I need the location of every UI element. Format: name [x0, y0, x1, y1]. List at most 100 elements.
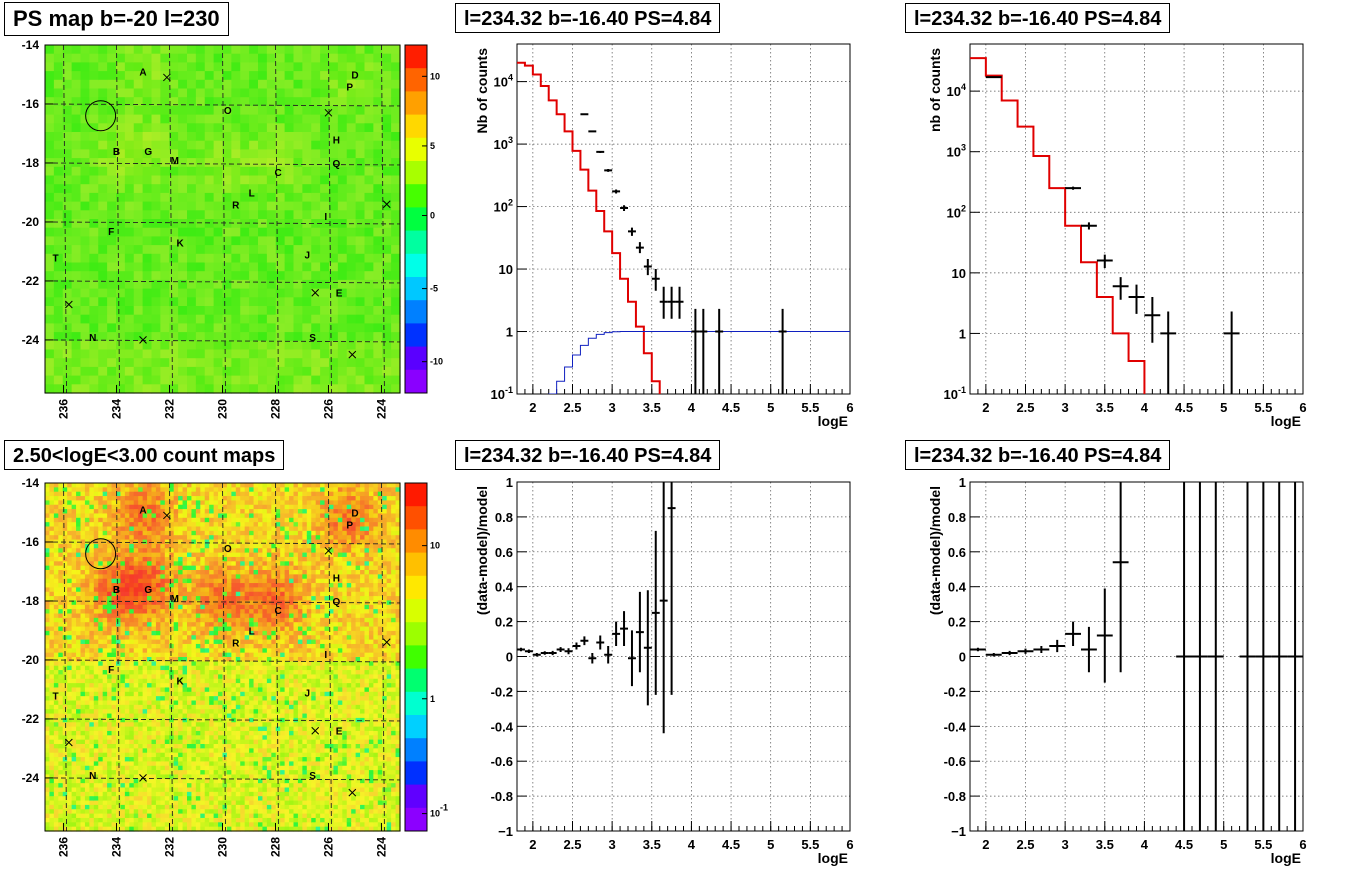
x-tick-label: 5 [767, 400, 774, 415]
data-point [985, 76, 1002, 79]
map-y-tick-label: -14 [22, 476, 40, 490]
source-label: H [333, 573, 340, 584]
residual-point [643, 590, 652, 706]
source-label: C [275, 606, 282, 617]
colorbar-cell [405, 300, 427, 324]
ps-map-title: PS map b=-20 l=230 [4, 2, 229, 36]
source-cross [139, 774, 147, 782]
residual-point [612, 621, 621, 647]
x-tick-label: 5.5 [1254, 837, 1272, 852]
map-y-tick-label: -24 [22, 333, 40, 347]
residual-point [1033, 646, 1050, 654]
data-point [651, 269, 660, 291]
source-label: J [304, 688, 310, 699]
colorbar-cell [405, 552, 427, 577]
colorbar-cell [405, 483, 427, 507]
residual-point [604, 646, 613, 664]
source-label: D [351, 508, 358, 519]
colorbar-tick-label: 10 [430, 541, 440, 551]
residual-point [532, 653, 541, 657]
colorbar-cell [405, 277, 427, 301]
source-label: J [304, 250, 310, 261]
y-tick-label: 1 [959, 475, 966, 490]
y-tick-label: -0.6 [491, 754, 513, 769]
source-circle [85, 538, 117, 570]
data-point [620, 205, 628, 211]
map-x-tick-label: 236 [57, 837, 71, 857]
y-tick-label: 1 [506, 325, 513, 340]
residual-point [1001, 650, 1018, 656]
count-map-title: 2.50<logE<3.00 count maps [4, 440, 285, 470]
x-tick-label: 2.5 [563, 400, 581, 415]
source-label: S [309, 333, 316, 344]
data-point [1112, 277, 1129, 300]
colorbar-cell [405, 761, 427, 786]
colorbar-tick-label: -5 [430, 284, 438, 294]
data-point [715, 308, 724, 394]
map-x-tick-label: 234 [110, 399, 124, 419]
colorbar-cell [405, 715, 427, 739]
x-tick-label: 2 [982, 837, 989, 852]
source-label: B [113, 147, 120, 158]
x-tick-label: 4 [688, 400, 696, 415]
colorbar-tick-label: 1 [430, 694, 435, 704]
colorbar-cell [405, 691, 427, 716]
residual-point [1239, 482, 1256, 831]
x-tick-label: 3 [1062, 400, 1069, 415]
x-tick-label: 3 [1062, 837, 1069, 852]
x-tick-label: 2.5 [1016, 837, 1034, 852]
source-label: G [144, 147, 152, 158]
colorbar-tick-label: 10 [430, 71, 440, 81]
source-label: O [224, 544, 232, 555]
y-axis-label: (data-model)/model [927, 486, 943, 615]
data-point [596, 150, 605, 154]
y-tick-label: -0.4 [944, 719, 967, 734]
map-x-tick-label: 228 [268, 837, 282, 857]
source-cross [348, 350, 357, 359]
x-tick-label: 3.5 [643, 837, 661, 852]
source-cross [163, 73, 171, 82]
x-tick-label: 5 [767, 837, 774, 852]
residual-point [564, 648, 573, 655]
x-tick-label: 5 [1220, 837, 1227, 852]
source-label: K [176, 677, 184, 688]
source-label: N [89, 333, 96, 344]
map-x-tick-label: 226 [321, 399, 335, 419]
source-label: S [309, 771, 316, 782]
spectrum-frame [969, 43, 1304, 395]
y-tick-label: 103 [947, 143, 966, 160]
source-label: P [346, 82, 353, 93]
residual-plot-right: 2 2.5 3 3.5 4 4.5 5 5.5 6 −1 -0.8 -0.6 -0.4 -0.2 0 0.2 0… [927, 475, 1307, 866]
source-label: F [108, 227, 114, 238]
x-axis-label: logE [1271, 850, 1301, 866]
colorbar-tick-label: 5 [430, 141, 435, 151]
source-label: C [275, 168, 282, 179]
y-tick-label: −1 [951, 824, 966, 839]
x-tick-label: 5.5 [1254, 400, 1272, 415]
source-label: T [53, 253, 59, 264]
colorbar-cell [405, 68, 427, 92]
y-tick-label: -0.2 [944, 684, 966, 699]
residual-point [596, 635, 605, 650]
source-cross [163, 511, 171, 520]
y-tick-label: 104 [947, 82, 966, 99]
x-tick-label: 3 [609, 837, 616, 852]
data-point [699, 308, 708, 394]
y-tick-label: 0.2 [495, 615, 513, 630]
data-point [643, 258, 652, 276]
residual-point [1192, 482, 1208, 831]
residual-point [1081, 626, 1097, 673]
residual-point [524, 649, 533, 654]
data-point [1081, 222, 1097, 230]
colorbar-tick-label: -10 [430, 357, 443, 367]
residual-right-title: l=234.32 b=-16.40 PS=4.84 [905, 440, 1171, 470]
y-tick-label: 0.4 [495, 580, 514, 595]
residual-point [517, 647, 525, 652]
data-point [604, 168, 613, 172]
source-cross [64, 300, 73, 309]
y-tick-label: 0.6 [495, 545, 513, 560]
source-cross [324, 108, 333, 117]
x-tick-label: 3 [609, 400, 616, 415]
colorbar-cell [405, 369, 427, 394]
colorbar-cell [405, 807, 427, 832]
